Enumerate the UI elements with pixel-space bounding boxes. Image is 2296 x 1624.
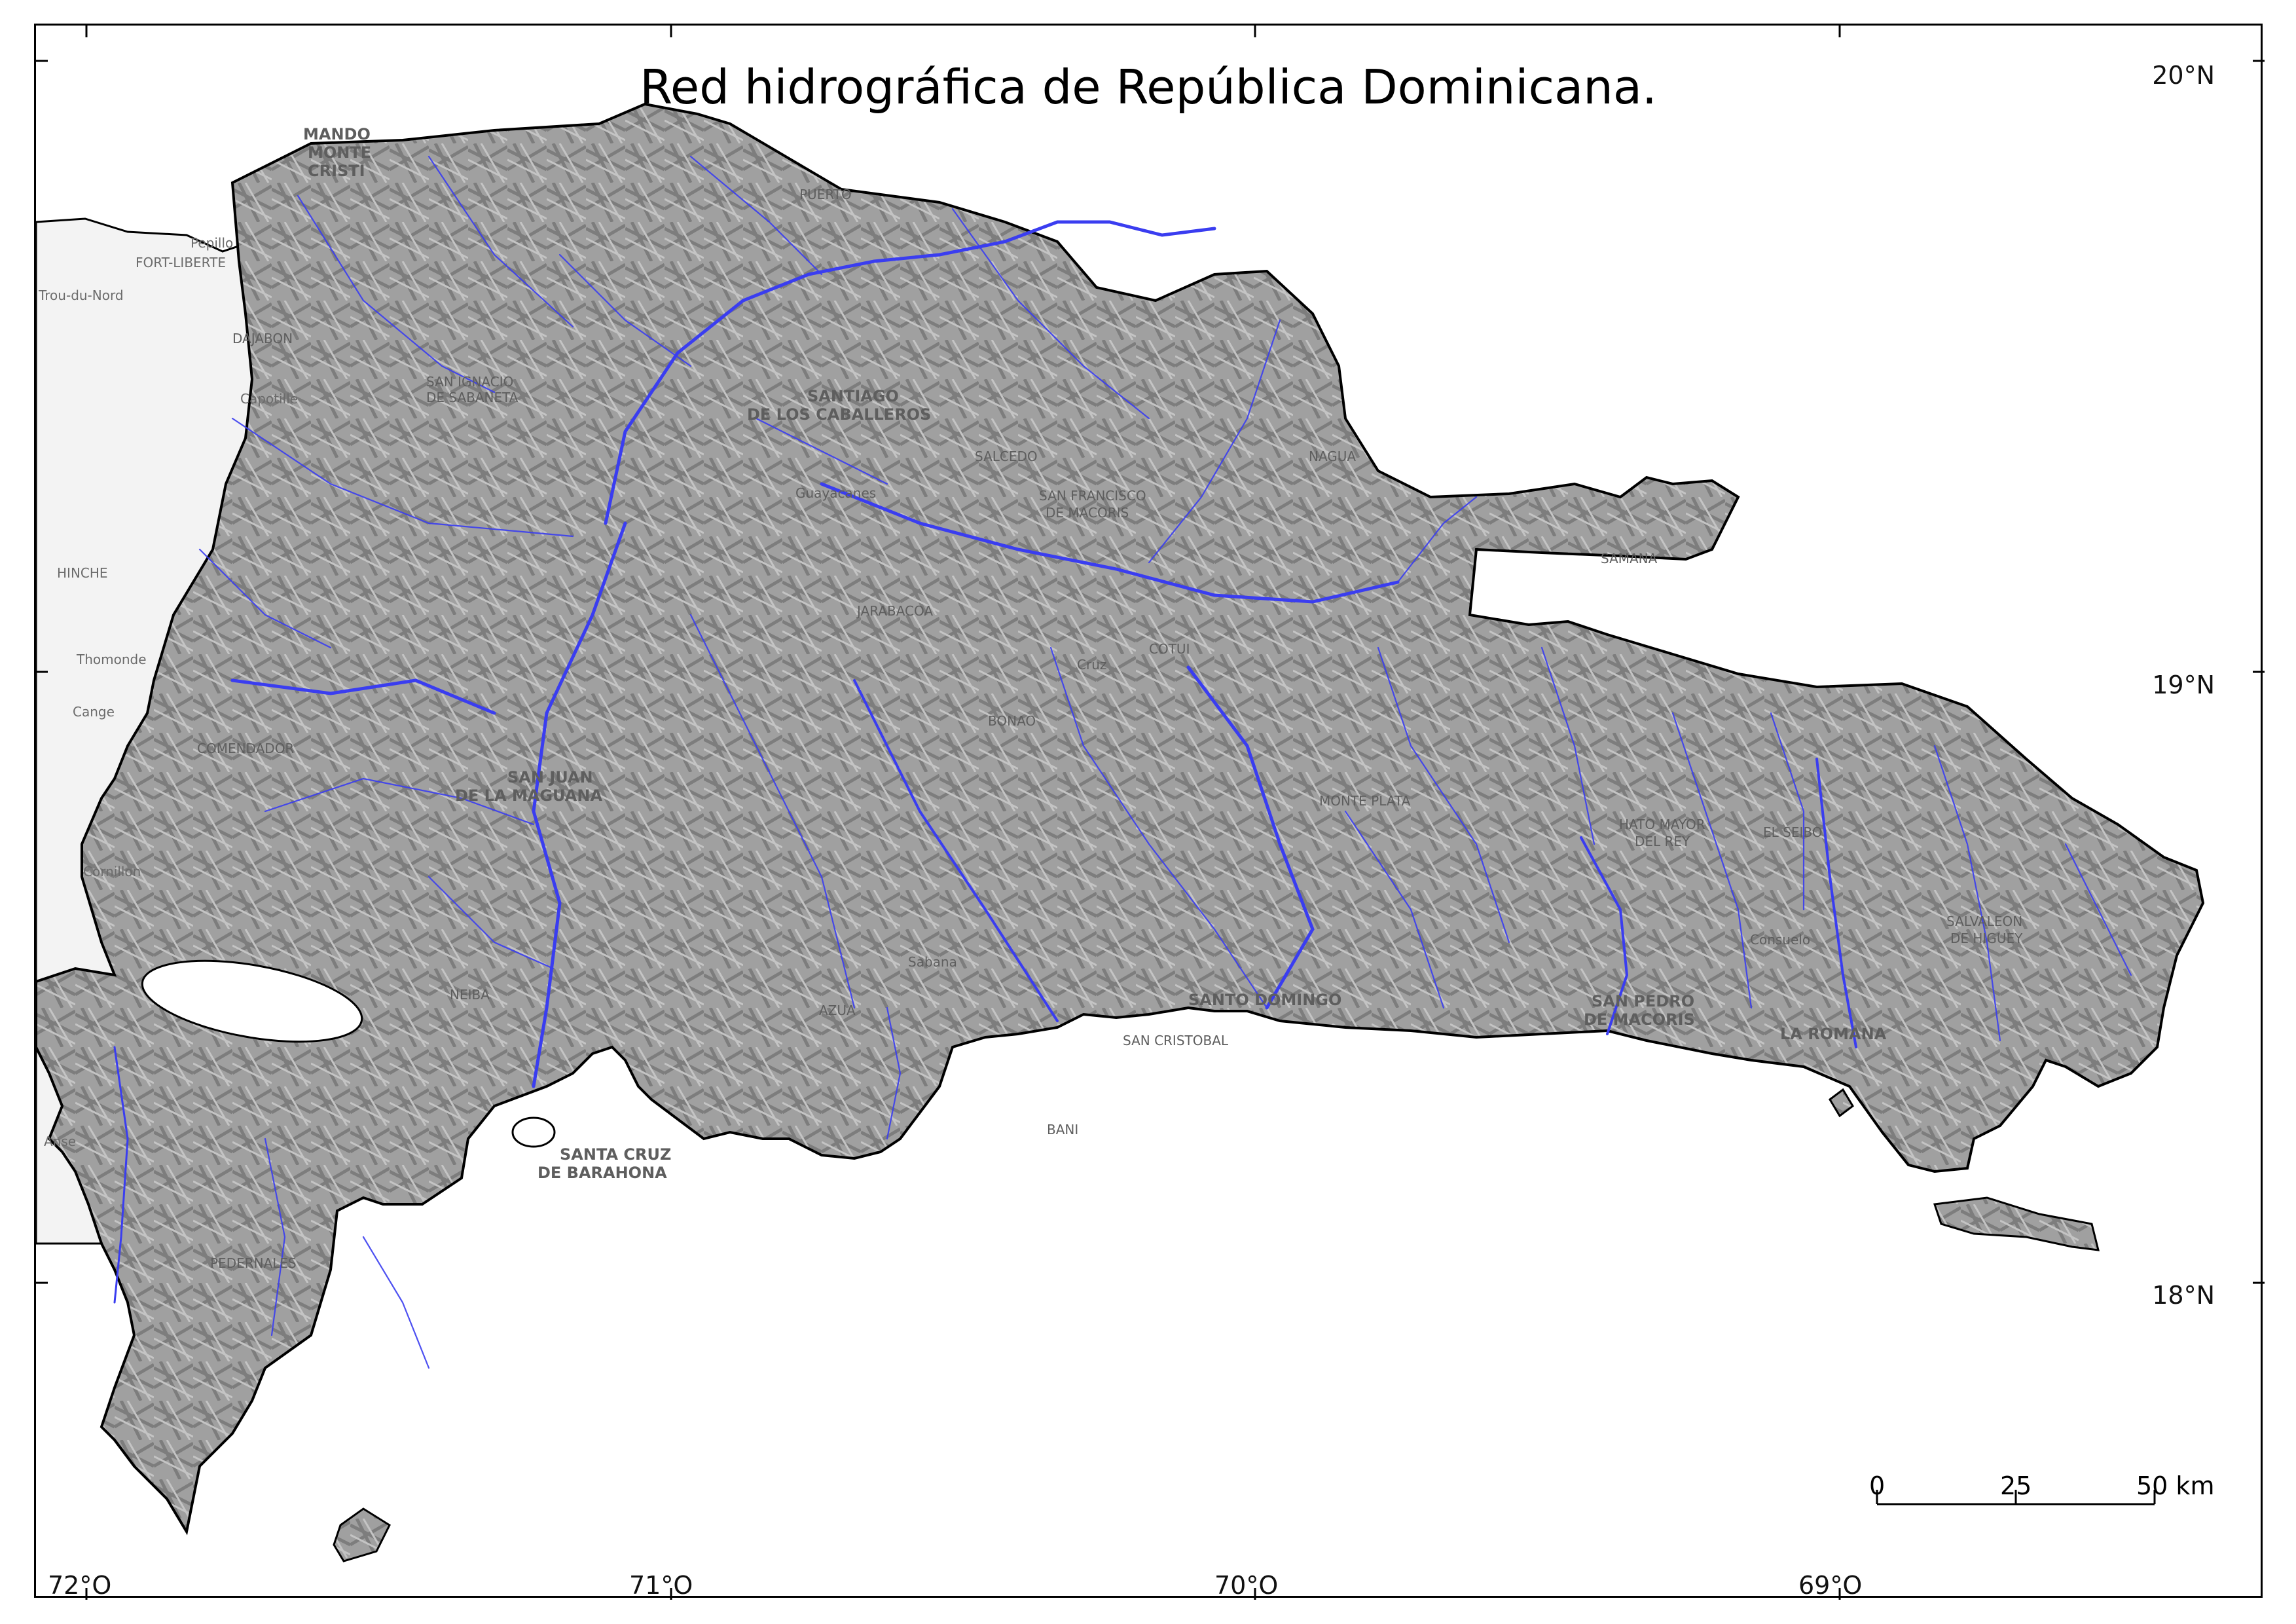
place-label: DEL REY	[1635, 834, 1690, 849]
place-label: DE MACORIS	[1584, 1010, 1695, 1029]
place-label: DE MACORIS	[1046, 505, 1129, 521]
place-label: DAJABON	[232, 331, 293, 346]
rio-yuna	[820, 482, 1400, 604]
isla-catalina	[1829, 1088, 1854, 1118]
place-label: COMENDADOR	[197, 741, 295, 756]
place-label: EL SEIBO	[1763, 824, 1823, 840]
place-label: MANDO	[303, 125, 371, 143]
place-label: BONAO	[988, 713, 1036, 729]
rio-yaque-del-norte	[604, 220, 1216, 525]
place-label: COTUI	[1149, 641, 1190, 657]
place-label: SAN JUAN	[507, 768, 593, 786]
place-label: AZUA	[819, 1003, 856, 1018]
place-label: SALVALEON	[1946, 913, 2023, 929]
place-label-haiti: Cornillon	[83, 864, 141, 879]
place-label: NEIBA	[450, 987, 490, 1003]
place-label: BANI	[1047, 1122, 1079, 1137]
place-label: SAN CRISTOBAL	[1123, 1033, 1229, 1048]
map-canvas	[36, 26, 2265, 1600]
place-label: NAGUA	[1309, 449, 1357, 464]
place-label: PEDERNALES	[210, 1255, 297, 1271]
place-label-haiti: Anse	[44, 1134, 77, 1149]
lat-label-20n: 20°N	[2152, 61, 2215, 90]
place-label: Sabana	[908, 954, 957, 970]
place-label: SAMANA	[1601, 551, 1658, 566]
rio-nizao	[853, 679, 1059, 1022]
scale-label-25: 25	[2000, 1471, 2032, 1500]
place-label: SALCEDO	[975, 449, 1038, 464]
rio-higuamo	[1580, 836, 1629, 1035]
lon-label-70o: 70°O	[1214, 1571, 1279, 1600]
place-label: DE LA MAGUANA	[455, 786, 603, 805]
place-label: HATO MAYOR	[1619, 817, 1705, 832]
place-label: DE BARAHONA	[538, 1164, 667, 1182]
scale-bar	[1876, 1490, 2156, 1505]
place-label: MONTE PLATA	[1319, 793, 1411, 809]
laguna-rincon	[511, 1116, 556, 1148]
graticule-ticks	[36, 26, 2265, 1600]
river-network	[113, 155, 2132, 1369]
rio-artibonito	[230, 678, 496, 715]
place-label: PUERTO	[799, 187, 852, 202]
place-label: MONTE	[308, 143, 372, 162]
place-label: LA ROMANA	[1780, 1025, 1887, 1043]
place-label: DE HIGUEY	[1950, 931, 2023, 946]
lon-label-71o: 71°O	[629, 1571, 693, 1600]
lat-label-19n: 19°N	[2152, 671, 2215, 699]
place-label-haiti: Cange	[73, 704, 115, 720]
dominican-republic-land	[36, 102, 2205, 1536]
lat-label-18n: 18°N	[2152, 1281, 2215, 1310]
map-title: Red hidrográfica de República Dominicana…	[640, 60, 1657, 115]
place-label-haiti: FORT-LIBERTE	[136, 255, 226, 270]
place-label: SANTA CRUZ	[560, 1145, 672, 1164]
place-label-haiti: HINCHE	[57, 565, 108, 581]
place-label: Cruz	[1077, 657, 1107, 673]
place-label-haiti: Trou-du-Nord	[39, 287, 124, 303]
place-label: SANTO DOMINGO	[1188, 991, 1342, 1009]
place-label-haiti: Capotille	[240, 391, 298, 407]
place-label: JARABACOA	[857, 603, 934, 619]
lago-enriquillo	[141, 959, 363, 1043]
place-label: Guayacanes	[795, 485, 877, 501]
rio-ozama	[1186, 665, 1315, 1010]
place-label-haiti: Pepillo	[191, 235, 234, 251]
isla-beata	[333, 1507, 391, 1562]
rio-yaque-del-sur	[532, 521, 627, 1088]
place-label: SAN IGNACIO	[426, 374, 514, 390]
rio-pedernales	[113, 1046, 129, 1304]
place-label: Consuelo	[1750, 932, 1811, 948]
place-label-haiti: Thomonde	[77, 652, 147, 667]
lon-label-69o: 69°O	[1798, 1571, 1863, 1600]
tributaries	[198, 155, 2132, 1369]
rio-chavon	[1815, 758, 1857, 1048]
map-frame: Red hidrográfica de República Dominicana…	[34, 24, 2265, 1600]
place-label: SAN PEDRO	[1592, 992, 1695, 1010]
isla-saona	[1933, 1196, 2100, 1251]
scale-label-50km: 50 km	[2136, 1471, 2215, 1500]
place-label: CRISTI	[308, 162, 365, 180]
place-label: SANTIAGO	[807, 387, 899, 405]
place-label: SAN FRANCISCO	[1039, 488, 1146, 504]
place-label: DE LOS CABALLEROS	[747, 405, 932, 424]
lon-label-72o: 72°O	[48, 1571, 112, 1600]
scale-label-0: 0	[1869, 1471, 1886, 1500]
place-label: DE SABANETA	[426, 390, 519, 405]
